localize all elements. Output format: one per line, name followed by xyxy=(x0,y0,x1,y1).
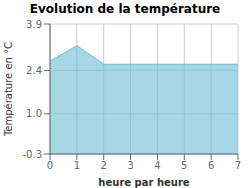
svg-text:3: 3 xyxy=(127,160,133,171)
svg-text:2.4: 2.4 xyxy=(26,65,42,76)
svg-text:heure par heure: heure par heure xyxy=(98,177,189,188)
svg-text:6: 6 xyxy=(208,160,214,171)
svg-text:4: 4 xyxy=(154,160,160,171)
svg-text:1.0: 1.0 xyxy=(26,108,42,119)
svg-text:2: 2 xyxy=(101,160,107,171)
svg-text:5: 5 xyxy=(181,160,187,171)
svg-text:Température en °C: Température en °C xyxy=(3,42,14,137)
svg-text:-0.3: -0.3 xyxy=(22,149,42,160)
html-text:Evolution de la température: Evolution de la température xyxy=(29,2,221,16)
svg-text:3.9: 3.9 xyxy=(26,19,42,30)
svg-text:1: 1 xyxy=(74,160,80,171)
svg-text:7: 7 xyxy=(235,160,241,171)
svg-text:0: 0 xyxy=(47,160,53,171)
